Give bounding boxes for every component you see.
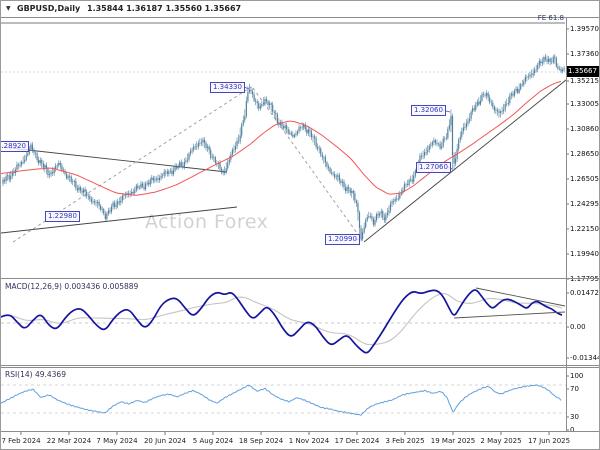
macd-panel-top-border[interactable]	[1, 278, 599, 279]
price-annotation: 1.22980	[45, 211, 80, 222]
price-axis-label: 1.37360	[570, 50, 599, 58]
rsi-panel-bottom-border	[1, 431, 599, 432]
macd-panel-bottom-border[interactable]	[1, 365, 599, 366]
price-axis-label: 1.19940	[570, 250, 599, 258]
rsi-axis-label: 70	[570, 385, 579, 393]
price-axis-label: 1.30860	[570, 125, 599, 133]
date-axis-label: 7 May 2024	[96, 437, 138, 445]
price-annotation: 1.32060	[411, 105, 446, 116]
price-axis-label: 1.35215	[570, 77, 599, 85]
rsi-axis-label: 100	[570, 372, 584, 380]
symbol-collapse-icon[interactable]: ▼	[6, 5, 11, 12]
date-axis-label: 1 Nov 2024	[288, 437, 330, 445]
price-annotation: 1.27060	[416, 162, 451, 173]
rsi-axis-label: 0	[570, 426, 575, 434]
price-axis-label: 1.22150	[570, 225, 599, 233]
price-axis-border	[566, 18, 567, 431]
rsi-panel-top-border[interactable]	[1, 367, 599, 368]
macd-axis-label: -0.013442	[570, 354, 599, 362]
date-axis-label: 17 Jun 2025	[527, 437, 571, 445]
date-axis-label: 5 Aug 2024	[192, 437, 234, 445]
price-axis-label: 1.26505	[570, 175, 599, 183]
watermark: Action Forex	[145, 211, 269, 233]
date-axis-label: 7 Feb 2024	[1, 437, 41, 445]
rsi-indicator-label: RSI(14) 49.4369	[5, 370, 66, 379]
date-axis-label: 17 Dec 2024	[334, 437, 380, 445]
price-axis-label: 1.24295	[570, 200, 599, 208]
date-axis-label: 20 Jun 2024	[143, 437, 187, 445]
price-annotation: 1.20990	[325, 234, 360, 245]
chart-symbol-period: GBPUSD,Daily	[17, 4, 81, 13]
macd-indicator-label: MACD(12,26,9) 0.003436 0.005889	[5, 282, 139, 291]
macd-axis-label: 0.014724	[570, 289, 599, 297]
date-axis-label: 19 Mar 2025	[430, 437, 476, 445]
price-axis-label: 1.28650	[570, 150, 599, 158]
price-annotation: 1.28920	[1, 141, 29, 152]
date-axis-label: 18 Sep 2024	[238, 437, 284, 445]
rsi-axis-label: 30	[570, 413, 579, 421]
macd-axis-label: 0.00	[570, 323, 586, 331]
date-axis-label: 3 Feb 2025	[385, 437, 425, 445]
chart-title-bar: ▼ GBPUSD,Daily 1.35844 1.36187 1.35560 1…	[1, 1, 599, 18]
chart-ohlc-values: 1.35844 1.36187 1.35560 1.35667	[87, 4, 242, 13]
current-price-badge: 1.35667	[567, 66, 599, 77]
price-axis-label: 1.17795	[570, 275, 599, 283]
fibonacci-expansion-label: FE 61.8	[537, 14, 564, 22]
price-axis-label: 1.33005	[570, 100, 599, 108]
date-axis-label: 2 May 2025	[480, 437, 522, 445]
price-axis-label: 1.39570	[570, 25, 599, 33]
date-axis-label: 22 Mar 2024	[46, 437, 92, 445]
price-annotation: 1.34330	[210, 82, 245, 93]
